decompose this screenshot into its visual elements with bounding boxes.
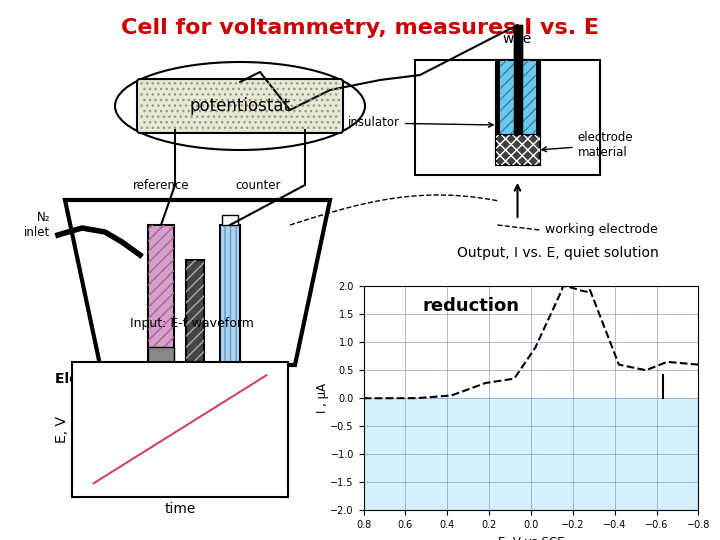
Text: N₂
inlet: N₂ inlet [24,211,50,239]
Polygon shape [65,200,330,365]
Bar [220,225,240,365]
Bar [140,82,340,130]
Text: reduction: reduction [422,298,519,315]
Bar [513,25,521,60]
Bar [186,260,204,365]
Text: Input: E-t waveform: Input: E-t waveform [130,317,254,330]
Bar [415,60,600,175]
Bar [148,347,174,365]
Text: Cell for voltammetry, measures I vs. E: Cell for voltammetry, measures I vs. E [121,18,599,38]
Bar [495,135,539,165]
Text: potentiostat: potentiostat [189,97,290,115]
Y-axis label: E, V: E, V [55,416,69,443]
Bar [148,225,174,365]
Text: Output, I vs. E, quiet solution: Output, I vs. E, quiet solution [457,246,659,260]
Polygon shape [68,203,327,362]
Bar [536,60,539,165]
Bar [222,215,238,225]
Bar [220,225,240,365]
Bar [495,60,539,165]
Bar [364,399,698,510]
Text: Electrochemical cell: Electrochemical cell [55,372,211,386]
Bar [186,260,204,365]
Text: insulator: insulator [348,117,493,130]
Bar [148,225,174,365]
Text: working electrode: working electrode [545,224,658,237]
Bar [513,25,521,135]
Bar [495,135,539,165]
Text: reference: reference [132,179,189,192]
Text: wire: wire [503,32,532,46]
Text: counter: counter [235,179,281,192]
FancyBboxPatch shape [137,79,343,133]
Y-axis label: I , μA: I , μA [316,383,329,413]
Text: electrode
material: electrode material [542,131,633,159]
Bar [495,60,500,165]
Bar [495,60,539,165]
X-axis label: time: time [164,502,196,516]
X-axis label: E, V vs SCE: E, V vs SCE [498,536,564,540]
